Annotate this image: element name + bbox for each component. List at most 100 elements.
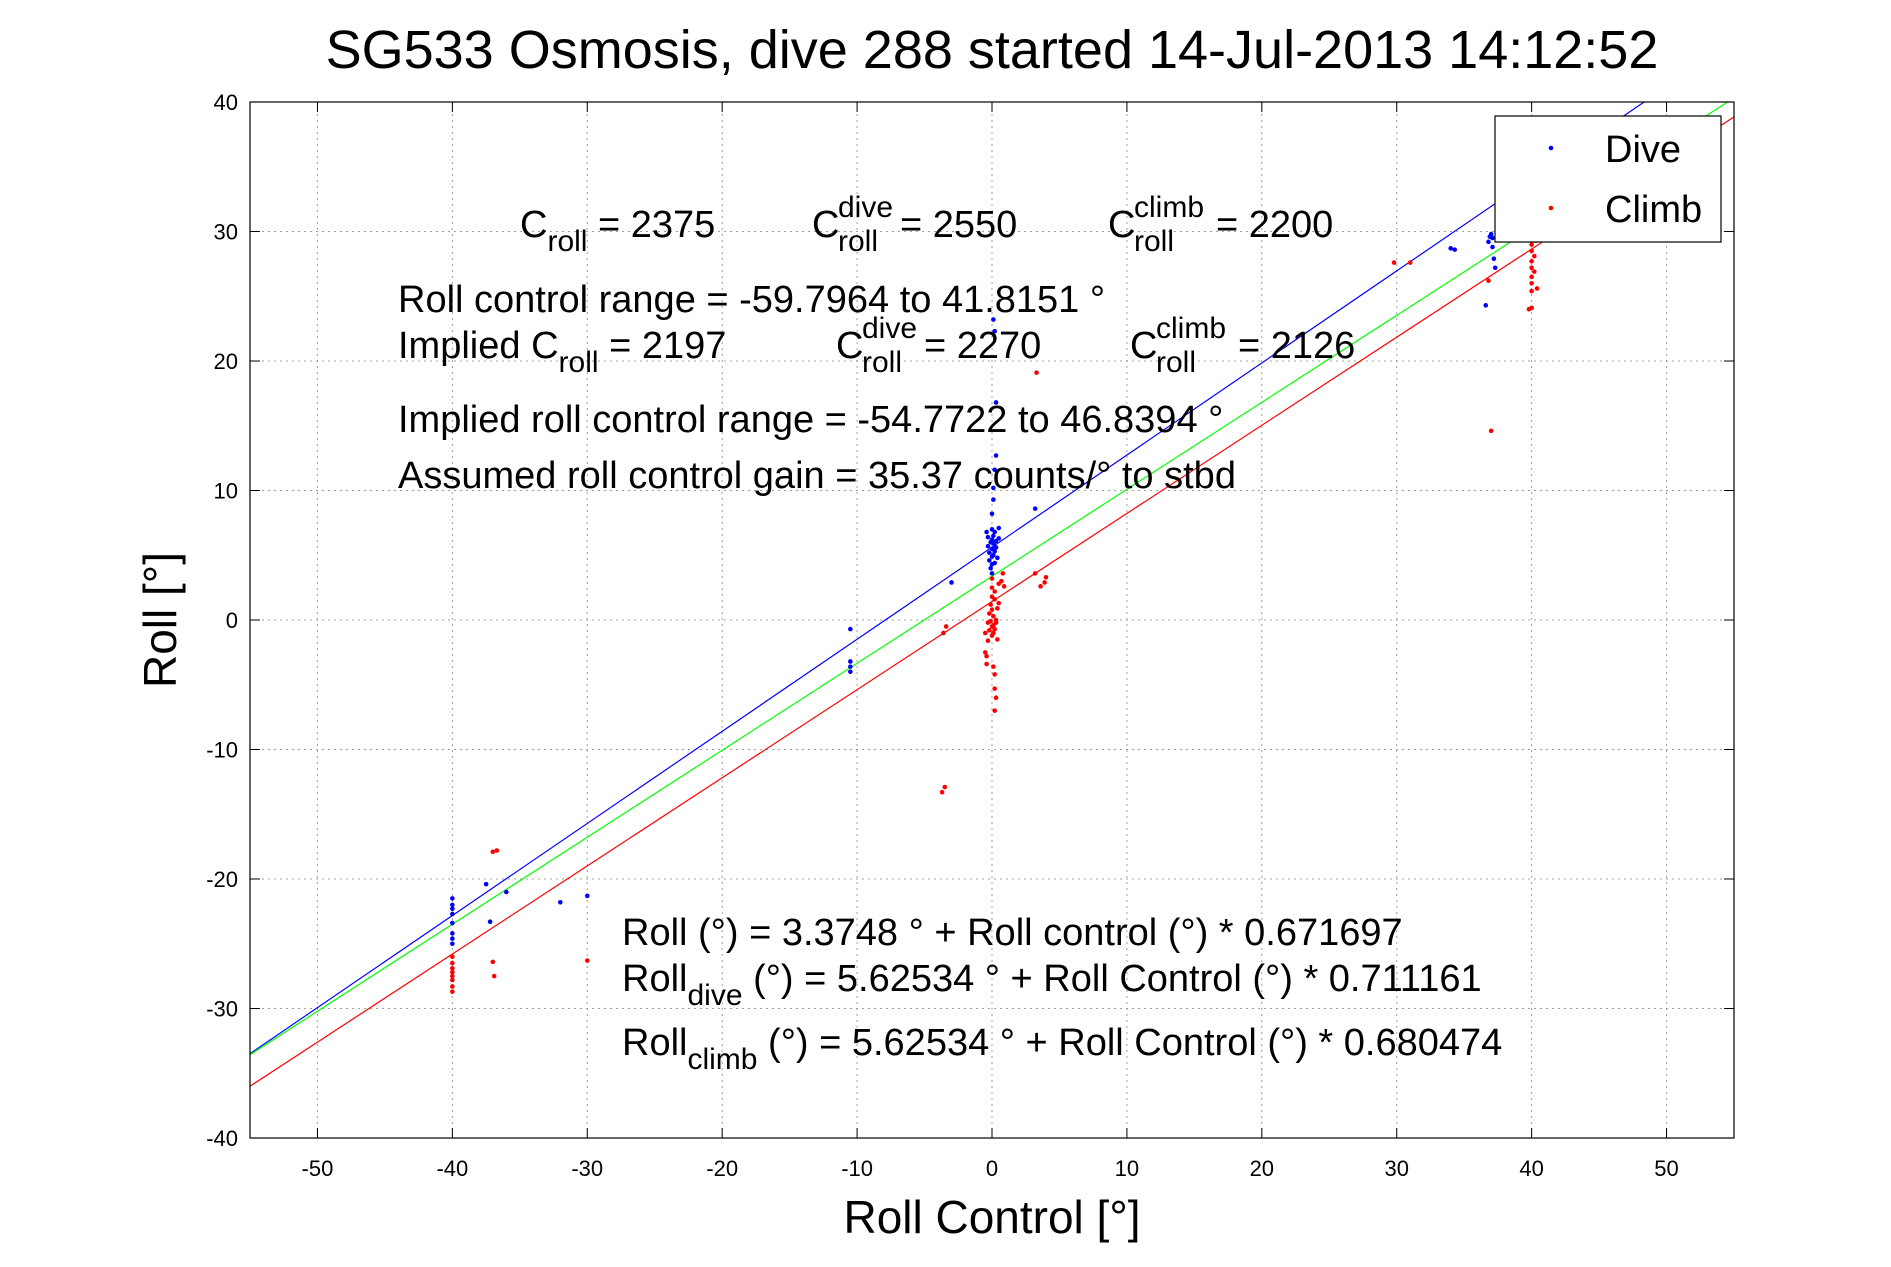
climb-point xyxy=(450,984,455,989)
climb-point xyxy=(943,624,949,629)
climb-point xyxy=(1032,571,1038,576)
annotation-implied-c-roll-dive: C dive roll = 2270 xyxy=(836,305,1041,381)
annotation-gain: Assumed roll control gain = 35.37 counts… xyxy=(398,455,1236,497)
climb-point xyxy=(584,958,590,963)
dive-point xyxy=(992,328,997,334)
climb-point xyxy=(450,969,455,975)
dive-point xyxy=(1490,244,1495,250)
climb-point xyxy=(985,638,991,644)
annotation-block-top: Croll = 2375 C dive roll = 2550 C climb … xyxy=(398,184,1355,497)
climb-point xyxy=(989,585,995,590)
climb-point xyxy=(494,848,500,853)
y-axis-label: Roll [°] xyxy=(134,552,186,688)
x-tick-label: 50 xyxy=(1654,1156,1678,1181)
climb-point xyxy=(1000,571,1006,576)
climb-point xyxy=(987,628,992,633)
climb-point xyxy=(491,973,497,979)
x-tick-label: 20 xyxy=(1250,1156,1274,1181)
dive-point xyxy=(1032,506,1038,511)
dive-point xyxy=(989,537,995,543)
x-tick-label: -50 xyxy=(302,1156,334,1181)
annotation-block-fits: Roll (°) = 3.3748 ° + Roll control (°) *… xyxy=(622,912,1502,1076)
climb-point xyxy=(984,653,989,659)
dive-point xyxy=(991,552,996,558)
data-points xyxy=(450,225,1540,994)
climb-point xyxy=(992,686,997,691)
climb-point xyxy=(991,664,996,669)
x-tick-label: -30 xyxy=(571,1156,603,1181)
climb-point xyxy=(490,959,496,965)
climb-point xyxy=(1486,278,1491,284)
climb-point xyxy=(1534,286,1540,291)
dive-point xyxy=(1488,231,1494,237)
y-tick-label: -20 xyxy=(206,867,238,892)
dive-point xyxy=(848,659,853,664)
climb-point xyxy=(995,637,1000,642)
dive-point xyxy=(987,558,992,563)
climb-point xyxy=(984,661,989,667)
dive-point xyxy=(995,555,1000,561)
dive-point xyxy=(988,565,993,571)
dive-point xyxy=(1486,239,1491,245)
chart-title: SG533 Osmosis, dive 288 started 14-Jul-2… xyxy=(326,20,1659,80)
dive-point xyxy=(848,669,853,675)
climb-point xyxy=(1529,265,1534,271)
dive-point xyxy=(991,485,996,491)
climb-point xyxy=(987,611,992,616)
dive-point xyxy=(993,453,999,458)
climb-point xyxy=(1042,580,1047,585)
climb-point xyxy=(999,578,1004,584)
annotation-roll-control-range: Roll control range = -59.7964 to 41.8151… xyxy=(398,279,1105,321)
climb-point xyxy=(996,600,1002,606)
climb-point xyxy=(982,630,988,636)
x-axis-label: Roll Control [°] xyxy=(843,1191,1140,1243)
dive-point xyxy=(450,902,455,908)
climb-point xyxy=(1001,584,1007,589)
dive-point xyxy=(487,919,493,925)
climb-point xyxy=(988,618,993,624)
climb-point xyxy=(450,977,455,983)
climb-point xyxy=(991,630,996,636)
dive-point xyxy=(1452,247,1458,252)
dive-point xyxy=(450,911,455,917)
y-tick-label: -30 xyxy=(206,997,238,1022)
dive-point xyxy=(992,467,997,473)
annotation-fit-climb: Rollclimb (°) = 5.62534 ° + Roll Control… xyxy=(622,1022,1502,1076)
climb-point xyxy=(1407,260,1413,265)
climb-point xyxy=(450,954,455,959)
annotation-c-roll-climb: C climb roll = 2200 xyxy=(1108,184,1333,260)
legend-marker-climb xyxy=(1548,205,1554,211)
legend: Dive Climb xyxy=(1494,115,1722,243)
annotation-c-roll: Croll = 2375 xyxy=(520,204,715,258)
climb-point xyxy=(941,630,946,636)
dive-point xyxy=(992,529,997,535)
dive-point xyxy=(989,511,995,517)
annotation-implied-c-roll: Implied Croll = 2197 xyxy=(398,325,726,379)
climb-point xyxy=(982,650,988,655)
climb-point xyxy=(992,596,997,602)
x-tick-label: 0 xyxy=(986,1156,998,1181)
climb-point xyxy=(450,989,455,994)
dive-point xyxy=(450,936,455,941)
dive-point xyxy=(985,543,991,549)
y-tick-label: -10 xyxy=(206,738,238,763)
annotation-fit-all: Roll (°) = 3.3748 ° + Roll control (°) *… xyxy=(622,912,1403,954)
climb-point xyxy=(1529,274,1534,280)
dive-point xyxy=(985,534,991,540)
dive-point xyxy=(450,920,455,926)
climb-point xyxy=(450,960,455,966)
legend-label-dive: Dive xyxy=(1605,129,1681,171)
x-tick-label: -20 xyxy=(706,1156,738,1181)
x-tick-label: -10 xyxy=(841,1156,873,1181)
dive-point xyxy=(992,560,997,566)
climb-point xyxy=(1038,584,1043,589)
dive-point xyxy=(991,317,996,322)
climb-point xyxy=(1488,428,1494,434)
y-tick-label: 10 xyxy=(214,479,238,504)
climb-point xyxy=(939,789,945,795)
dive-point xyxy=(949,580,954,585)
dive-point xyxy=(450,931,455,936)
climb-point xyxy=(1529,242,1534,247)
annotation-fit-dive: Rolldive (°) = 5.62534 ° + Roll Control … xyxy=(622,958,1482,1012)
